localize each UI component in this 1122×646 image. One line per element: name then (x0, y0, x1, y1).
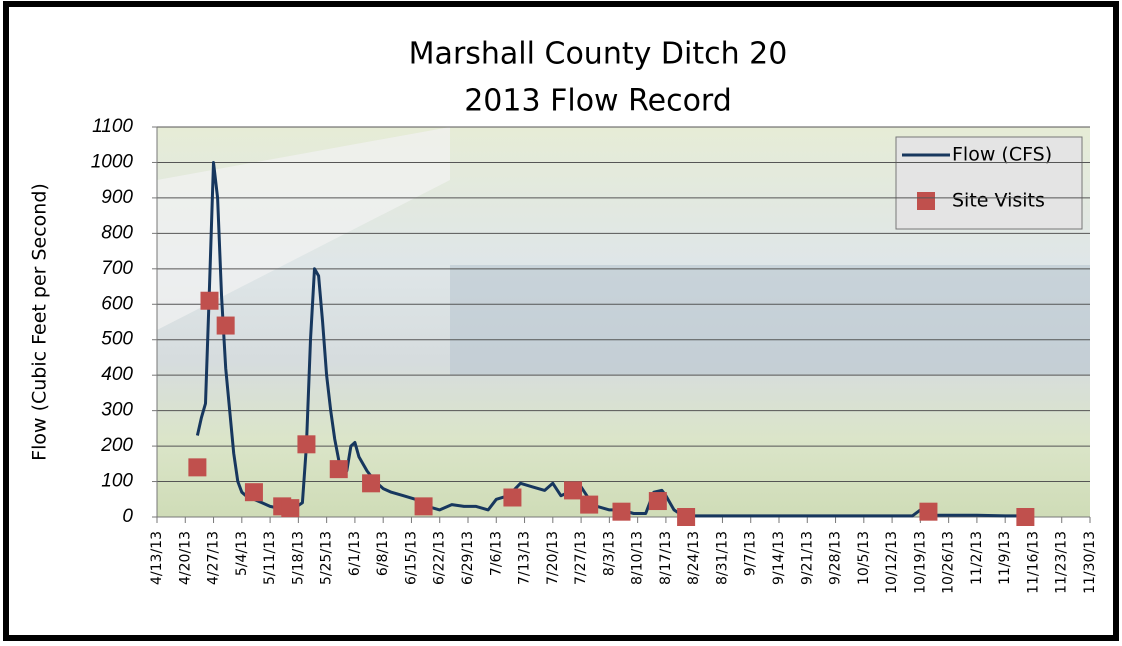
x-tick-label: 8/10/13 (630, 531, 646, 585)
x-tick-label: 4/20/13 (177, 531, 193, 585)
y-tick-label: 400 (101, 364, 133, 385)
x-tick-label: 8/17/13 (658, 531, 674, 585)
x-tick-label: 6/1/13 (347, 531, 363, 576)
x-tick-label: 11/16/13 (1025, 531, 1041, 594)
x-tick-label: 10/5/13 (856, 531, 872, 585)
x-tick-label: 6/8/13 (375, 531, 391, 576)
x-tick-label: 11/9/13 (997, 531, 1013, 585)
site-visit-marker (564, 481, 582, 499)
chart-title: Marshall County Ditch 20 (409, 37, 788, 72)
x-tick-label: 9/28/13 (828, 531, 844, 585)
site-visit-marker (677, 508, 695, 526)
x-tick-label: 11/30/13 (1082, 531, 1098, 594)
chart: Marshall County Ditch 20 2013 Flow Recor… (0, 0, 1122, 646)
site-visit-marker (201, 292, 219, 310)
site-visit-marker (503, 489, 521, 507)
x-tick-label: 7/20/13 (545, 531, 561, 585)
x-tick-label: 7/13/13 (517, 531, 533, 585)
x-tick-label: 10/12/13 (884, 531, 900, 594)
site-visit-marker (580, 496, 598, 514)
site-visit-marker (245, 483, 263, 501)
site-visit-marker (362, 474, 380, 492)
x-tick-label: 4/13/13 (149, 531, 165, 585)
site-visit-marker (297, 435, 315, 453)
x-tick-label: 6/15/13 (403, 531, 419, 585)
x-tick-label: 9/21/13 (799, 531, 815, 585)
site-visit-marker (415, 497, 433, 515)
x-tick-label: 7/6/13 (488, 531, 504, 576)
x-tick-label: 7/27/13 (573, 531, 589, 585)
y-tick-label: 900 (101, 187, 133, 208)
x-tick-label: 9/14/13 (771, 531, 787, 585)
y-tick-label: 1100 (92, 116, 133, 137)
page: {"chart_data": {"type": "line", "title":… (0, 0, 1122, 646)
x-tick-label: 8/31/13 (714, 531, 730, 585)
y-tick-label: 0 (122, 506, 133, 527)
legend: Flow (CFS)Site Visits (896, 137, 1082, 229)
y-tick-label: 700 (101, 258, 133, 279)
site-visit-marker (330, 460, 348, 478)
x-tick-label: 11/23/13 (1054, 531, 1070, 594)
y-tick-label: 800 (101, 222, 133, 243)
x-tick-label: 4/27/13 (206, 531, 222, 585)
x-tick-label: 10/26/13 (941, 531, 957, 594)
x-tick-label: 10/19/13 (912, 531, 928, 594)
y-tick-label: 300 (101, 400, 133, 421)
site-visit-marker (188, 458, 206, 476)
site-visit-marker (649, 492, 667, 510)
x-tick-label: 6/29/13 (460, 531, 476, 585)
y-axis-label: Flow (Cubic Feet per Second) (29, 183, 51, 461)
x-tick-label: 11/2/13 (969, 531, 985, 585)
x-tick-label: 5/25/13 (319, 531, 335, 585)
chart-title: 2013 Flow Record (464, 84, 732, 119)
site-visit-marker (1016, 508, 1034, 526)
site-visit-marker (612, 503, 630, 521)
x-tick-label: 8/24/13 (686, 531, 702, 585)
x-tick-label: 5/11/13 (262, 531, 278, 585)
site-visit-marker (919, 503, 937, 521)
site-visit-marker (281, 499, 299, 517)
legend-swatch (917, 192, 935, 210)
y-tick-label: 500 (101, 329, 133, 350)
site-visit-marker (217, 317, 235, 335)
y-tick-label: 200 (100, 435, 133, 456)
x-tick-label: 5/4/13 (234, 531, 250, 576)
y-tick-label: 100 (101, 471, 133, 492)
x-tick-label: 6/22/13 (432, 531, 448, 585)
x-tick-label: 8/3/13 (601, 531, 617, 576)
legend-label: Site Visits (952, 190, 1045, 212)
x-tick-label: 5/18/13 (290, 531, 306, 585)
water-decoration (450, 265, 1090, 375)
y-tick-label: 600 (101, 293, 133, 314)
y-tick-label: 1000 (91, 151, 134, 172)
x-tick-label: 9/7/13 (743, 531, 759, 576)
